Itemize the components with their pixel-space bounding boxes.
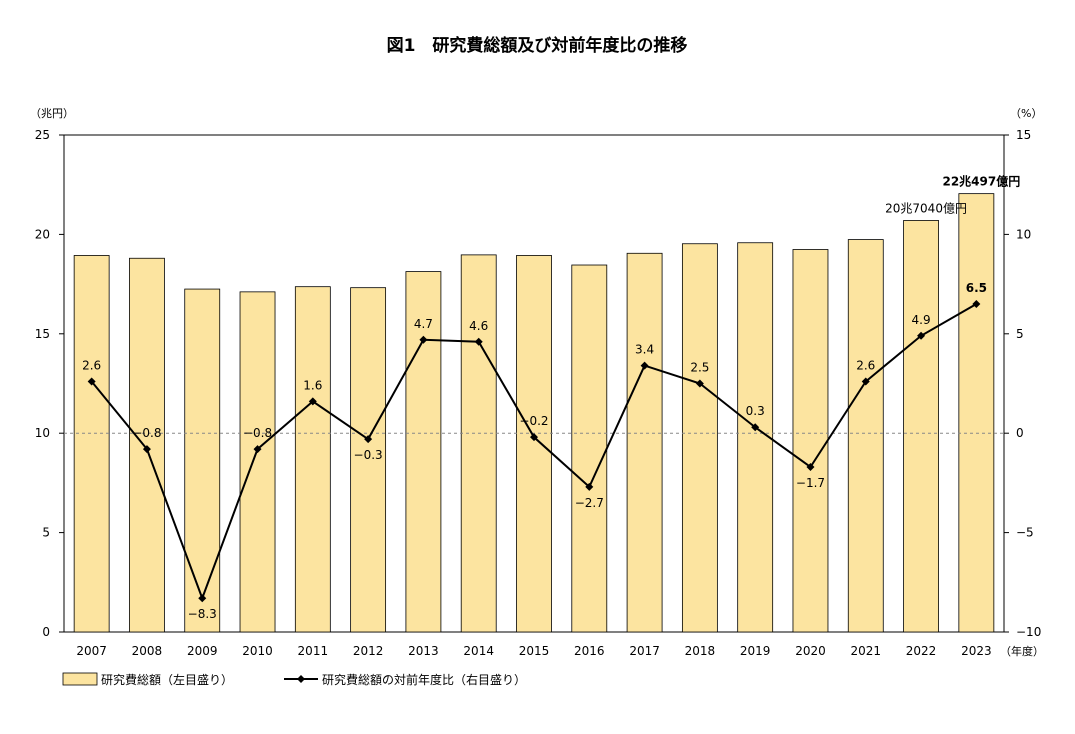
legend-bar-swatch — [62, 672, 98, 686]
line-data-label: 4.6 — [469, 319, 488, 333]
line-point — [972, 299, 981, 308]
bar — [516, 255, 552, 633]
x-axis-tick-label: 2011 — [298, 644, 329, 658]
x-axis-tick-label: 2023 — [961, 644, 992, 658]
line-point — [198, 594, 207, 603]
right-axis-tick-label: 0 — [1016, 426, 1024, 440]
line-data-label: −8.3 — [188, 607, 217, 621]
line-data-label: −0.3 — [354, 448, 383, 462]
bar — [239, 291, 276, 633]
line-point — [695, 379, 704, 388]
line-point — [364, 435, 373, 444]
right-axis-tick-label: −10 — [1016, 625, 1041, 639]
bar — [903, 220, 939, 633]
bar — [792, 249, 829, 633]
legend-line-label: 研究費総額の対前年度比（右目盛り） — [322, 672, 526, 687]
chart-title: 図1 研究費総額及び対前年度比の推移 — [387, 35, 688, 56]
bar — [73, 255, 110, 633]
x-axis-tick-label: 2007 — [76, 644, 107, 658]
right-axis-tick-label: 5 — [1016, 327, 1024, 341]
x-axis-tick-label: 2021 — [850, 644, 881, 658]
x-axis-tick-label: 2016 — [574, 644, 605, 658]
line-data-label: 2.6 — [856, 359, 875, 373]
line-point — [87, 377, 96, 386]
x-axis-tick-label: 2017 — [629, 644, 660, 658]
line-point — [474, 337, 483, 346]
bar — [350, 287, 387, 633]
left-axis-tick-label: 5 — [42, 526, 50, 540]
line-point — [308, 397, 317, 406]
left-axis-tick-label: 20 — [35, 227, 50, 241]
line-point — [751, 423, 760, 432]
left-axis-unit: （兆円） — [30, 107, 74, 120]
left-axis-tick-label: 15 — [35, 327, 50, 341]
bar — [626, 252, 663, 633]
right-axis-unit: （%） — [1010, 107, 1042, 120]
left-axis-tick-label: 25 — [35, 128, 50, 142]
line-point — [640, 361, 649, 370]
line-point — [530, 433, 538, 442]
line-point — [861, 377, 870, 386]
x-axis-tick-label: 2013 — [408, 644, 439, 658]
right-axis-tick-label: −5 — [1016, 526, 1034, 540]
line-data-label: 0.3 — [746, 404, 765, 418]
x-axis-tick-label: 2019 — [740, 644, 771, 658]
bar — [405, 271, 442, 633]
bar — [460, 254, 497, 633]
legend-bar-label: 研究費総額（左目盛り） — [101, 672, 233, 687]
legend: 研究費総額（左目盛り） 研究費総額の対前年度比（右目盛り） — [62, 672, 526, 687]
line-point — [585, 482, 594, 491]
bar — [184, 288, 221, 633]
x-axis-tick-label: 2008 — [132, 644, 163, 658]
bar — [571, 264, 608, 633]
x-axis-tick-label: 2010 — [242, 644, 273, 658]
line-data-label: 2.6 — [82, 359, 101, 373]
line-point — [917, 331, 926, 340]
x-axis-unit: （年度） — [1000, 644, 1044, 658]
x-axis-tick-label: 2015 — [519, 644, 550, 658]
line-data-label: −0.8 — [132, 426, 161, 440]
x-axis-tick-label: 2009 — [187, 644, 218, 658]
x-axis-tick-label: 2018 — [685, 644, 716, 658]
line-point — [253, 445, 262, 454]
bar — [847, 239, 884, 633]
line-data-label: 4.9 — [912, 313, 931, 327]
x-axis-tick-label: 2012 — [353, 644, 384, 658]
line-data-label: 4.7 — [414, 317, 433, 331]
left-axis-tick-label: 0 — [42, 625, 50, 639]
bar — [681, 243, 718, 633]
line-point — [806, 462, 815, 471]
line-data-label: 1.6 — [303, 378, 322, 392]
bar-value-callout: 20兆7040億円 — [885, 201, 967, 215]
legend-line-marker — [297, 675, 305, 683]
line-data-label: −0.2 — [519, 414, 548, 428]
x-axis-tick-label: 2014 — [463, 644, 494, 658]
line-point — [142, 445, 151, 454]
bar — [737, 242, 774, 633]
line-data-label: −2.7 — [575, 496, 604, 510]
bar-value-callout: 22兆497億円 — [942, 174, 1020, 189]
x-axis-tick-label: 2020 — [795, 644, 826, 658]
line-point — [419, 335, 428, 344]
right-axis-tick-label: 15 — [1016, 128, 1031, 142]
bar — [294, 286, 331, 633]
line-data-label: 2.5 — [690, 361, 709, 375]
line-data-label: 3.4 — [635, 343, 654, 357]
right-axis-tick-label: 10 — [1016, 227, 1031, 241]
line-data-label: −0.8 — [243, 426, 272, 440]
line-data-label: 6.5 — [966, 281, 987, 295]
plot-area: 0 5 10 15 20 25 −10 −5 0 5 10 15 2007 2008 2009 2010 201… — [35, 128, 1042, 658]
bar — [958, 193, 995, 633]
x-axis-tick-label: 2022 — [906, 644, 937, 658]
line-data-label: −1.7 — [796, 476, 825, 490]
left-axis-tick-label: 10 — [35, 426, 50, 440]
